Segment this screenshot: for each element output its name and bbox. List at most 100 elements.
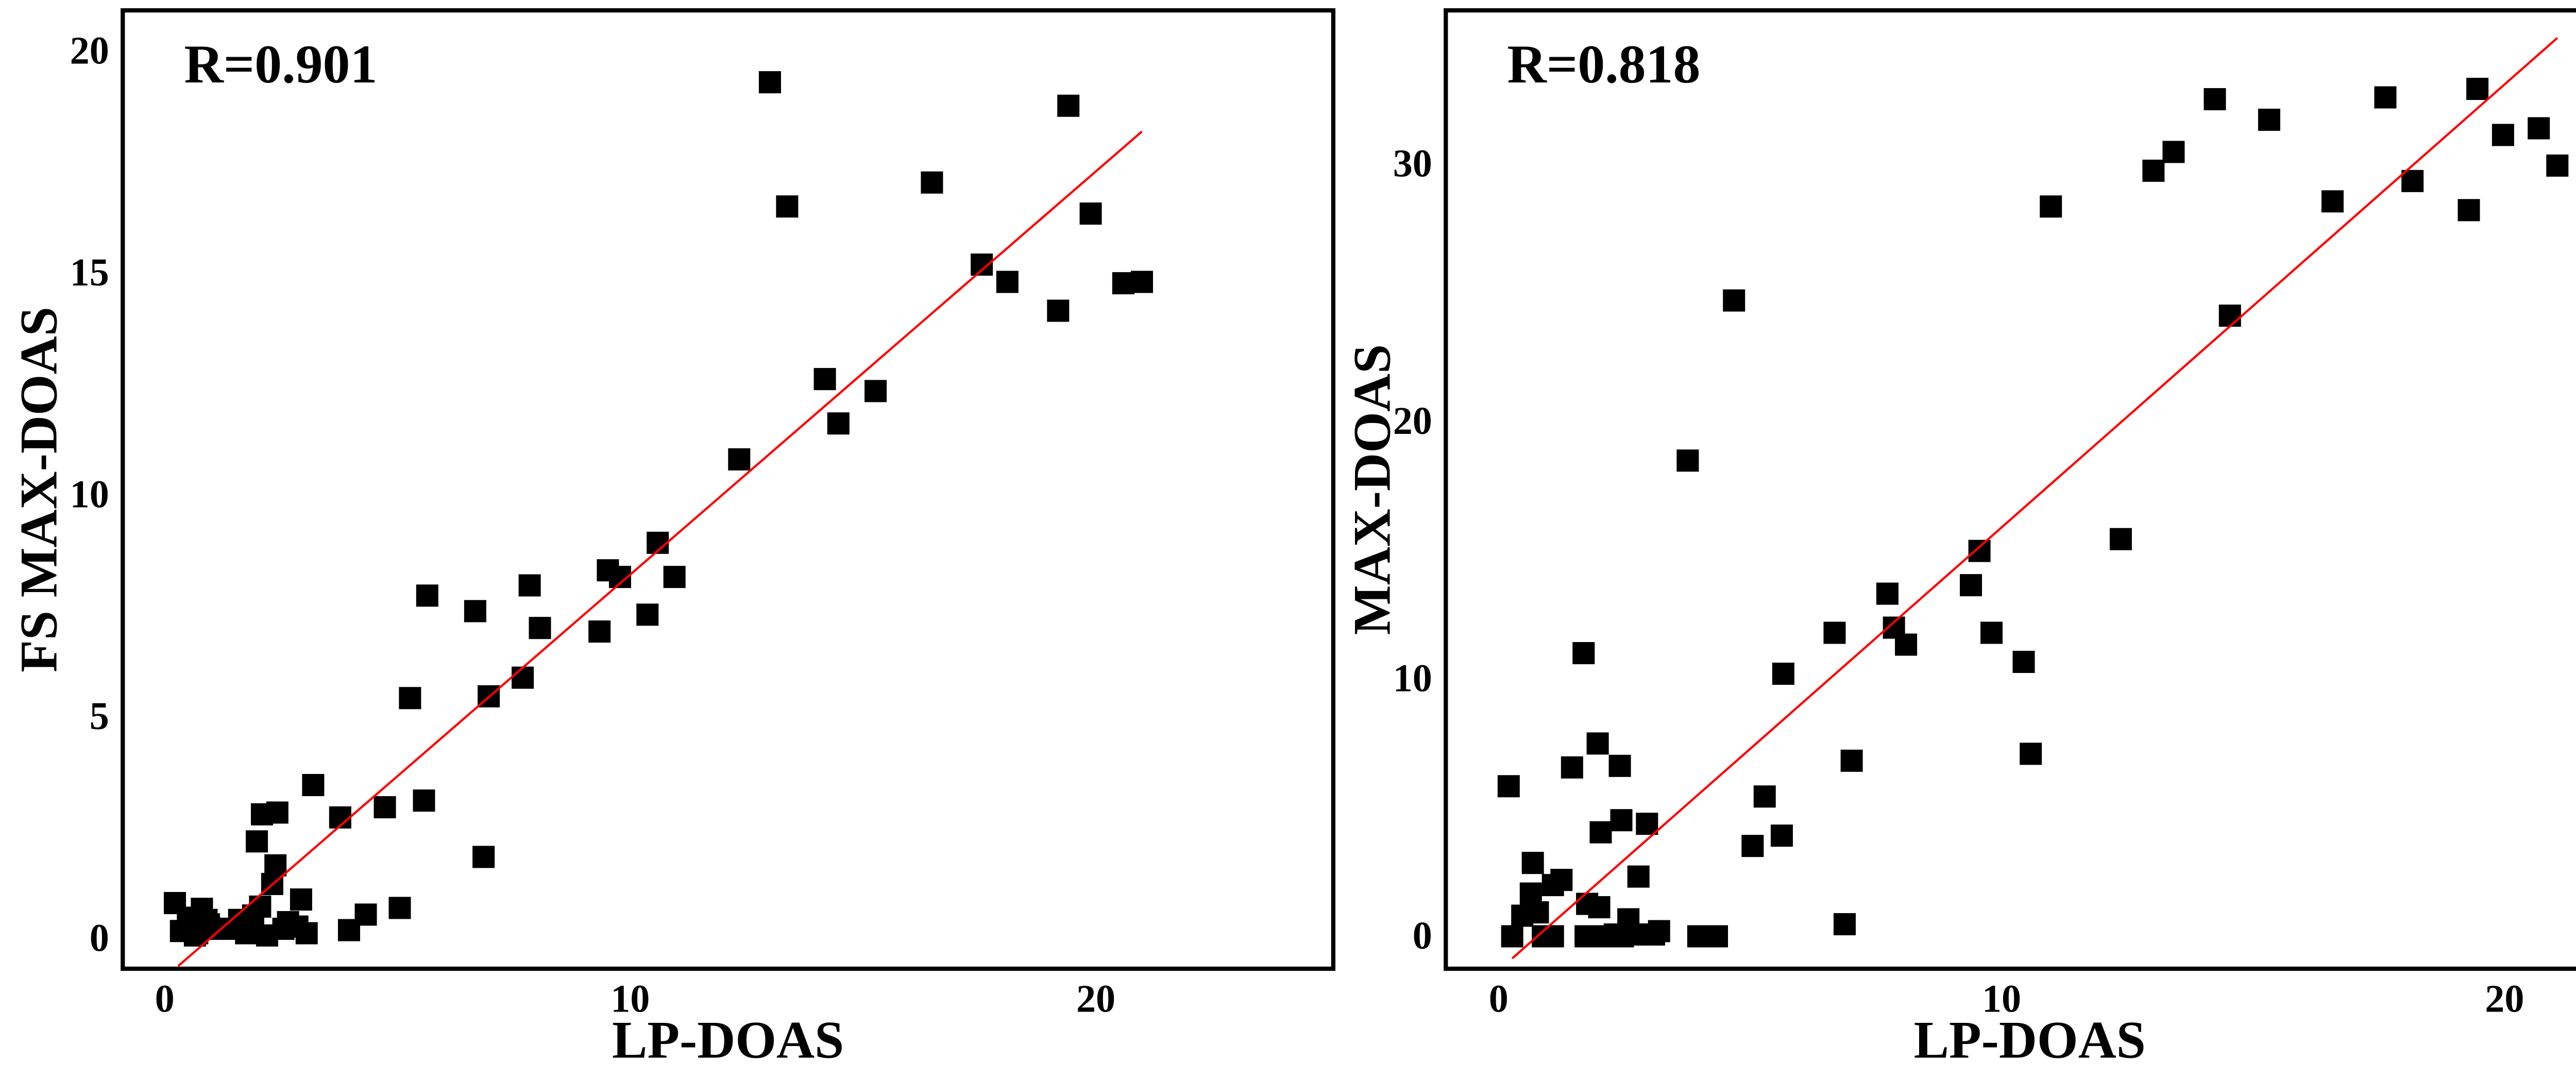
fit-line — [1511, 37, 2558, 959]
scatter-point — [758, 71, 781, 94]
y-tick-label: 30 — [1393, 142, 1432, 185]
x-axis-title: LP-DOAS — [612, 1011, 844, 1069]
y-tick-label: 10 — [70, 473, 109, 516]
scatter-point — [2040, 195, 2062, 218]
scatter-point — [921, 171, 943, 194]
scatter-point — [2258, 108, 2280, 131]
scatter-point — [588, 620, 611, 643]
scatter-point — [2492, 124, 2514, 146]
scatter-point — [1968, 540, 1991, 562]
scatter-point — [1519, 882, 1542, 905]
scatter-point — [302, 773, 325, 796]
scatter-point — [1586, 732, 1609, 755]
scatter-point — [2142, 159, 2165, 182]
scatter-point — [776, 195, 799, 218]
scatter-point — [1588, 896, 1611, 919]
scatter-point — [512, 666, 534, 689]
scatter-point — [2458, 199, 2480, 222]
x-tick-label: 0 — [155, 978, 175, 1021]
scatter-point — [2546, 154, 2569, 177]
annotation: R=0.818 — [1507, 34, 1700, 94]
scatter-point — [1980, 621, 2003, 644]
scatter-point — [1676, 449, 1699, 472]
scatter-point — [1648, 920, 1670, 942]
scatter-point — [1497, 775, 1520, 798]
y-tick-label: 10 — [1393, 656, 1432, 700]
scatter-point — [1723, 289, 1745, 312]
scatter-point — [663, 566, 686, 588]
scatter-point — [464, 600, 486, 622]
y-axis-title: MAX-DOAS — [1343, 344, 1401, 635]
scatter-point — [518, 574, 541, 597]
scatter-point — [1741, 835, 1764, 857]
scatter-point — [2321, 190, 2344, 213]
scatter-point — [413, 789, 435, 812]
scatter-point — [290, 888, 312, 911]
scatter-point — [2020, 743, 2042, 765]
scatter-point — [1610, 809, 1633, 832]
scatter-point — [1047, 299, 1070, 322]
scatter-point — [827, 412, 850, 435]
fit-line — [177, 130, 1143, 967]
scatter-point — [1550, 869, 1573, 891]
scatter-point — [1057, 94, 1080, 117]
x-tick-label: 0 — [1489, 978, 1509, 1021]
scatter-point — [472, 846, 495, 868]
scatter-point — [814, 368, 836, 391]
scatter-point — [195, 908, 218, 931]
scatter-point — [2528, 117, 2550, 140]
scatter-point — [2204, 88, 2226, 110]
scatter-point — [1572, 642, 1595, 665]
scatter-point — [1527, 901, 1549, 924]
scatter-point — [1753, 785, 1776, 808]
x-tick-label: 10 — [1982, 978, 2021, 1021]
scatter-point — [1079, 202, 1102, 225]
scatter-point — [2012, 650, 2035, 673]
scatter-point — [1627, 865, 1650, 888]
y-axis-title: FS MAX-DOAS — [10, 307, 69, 672]
scatter-point — [2162, 141, 2185, 163]
scatter-point — [2109, 528, 2132, 550]
scatter-point — [354, 903, 377, 926]
scatter-point — [529, 617, 551, 639]
y-tick-label: 15 — [70, 251, 109, 294]
scatter-point — [246, 830, 268, 853]
scatter-point — [264, 854, 287, 877]
scatter-point — [1770, 824, 1793, 847]
scatter-point — [1636, 813, 1658, 835]
scatter-point — [1561, 756, 1583, 779]
scatter-point — [636, 603, 659, 626]
scatter-point — [996, 271, 1019, 293]
x-tick-label: 20 — [1076, 978, 1115, 1021]
scatter-point — [1960, 574, 1982, 597]
x-axis-title: LP-DOAS — [1914, 1011, 2146, 1069]
scatter-point — [388, 897, 411, 919]
scatter-point — [249, 895, 272, 918]
plot-frame — [1444, 8, 2576, 971]
scatter-point — [266, 801, 289, 824]
scatter-point — [399, 687, 421, 710]
scatter-point — [1840, 749, 1863, 772]
y-tick-label: 0 — [90, 917, 109, 960]
scatter-point — [1895, 633, 1918, 656]
y-tick-label: 0 — [1413, 914, 1432, 957]
scatter-point — [1823, 621, 1846, 644]
scatter-point — [416, 584, 438, 607]
scatter-point — [2401, 170, 2424, 192]
scatter-point — [1589, 821, 1612, 844]
scatter-point — [374, 796, 396, 819]
scatter-point — [2466, 77, 2489, 100]
scatter-point — [1608, 754, 1631, 777]
x-tick-label: 20 — [2485, 978, 2524, 1021]
scatter-point — [1876, 582, 1899, 605]
y-tick-label: 20 — [70, 29, 109, 73]
scatter-point — [2374, 86, 2397, 109]
scatter-point — [1574, 925, 1597, 948]
scatter-point — [1501, 925, 1523, 948]
scatter-point — [1833, 913, 1856, 936]
annotation: R=0.901 — [184, 34, 377, 94]
scatter-point — [1705, 925, 1728, 948]
plot-frame — [121, 8, 1336, 971]
